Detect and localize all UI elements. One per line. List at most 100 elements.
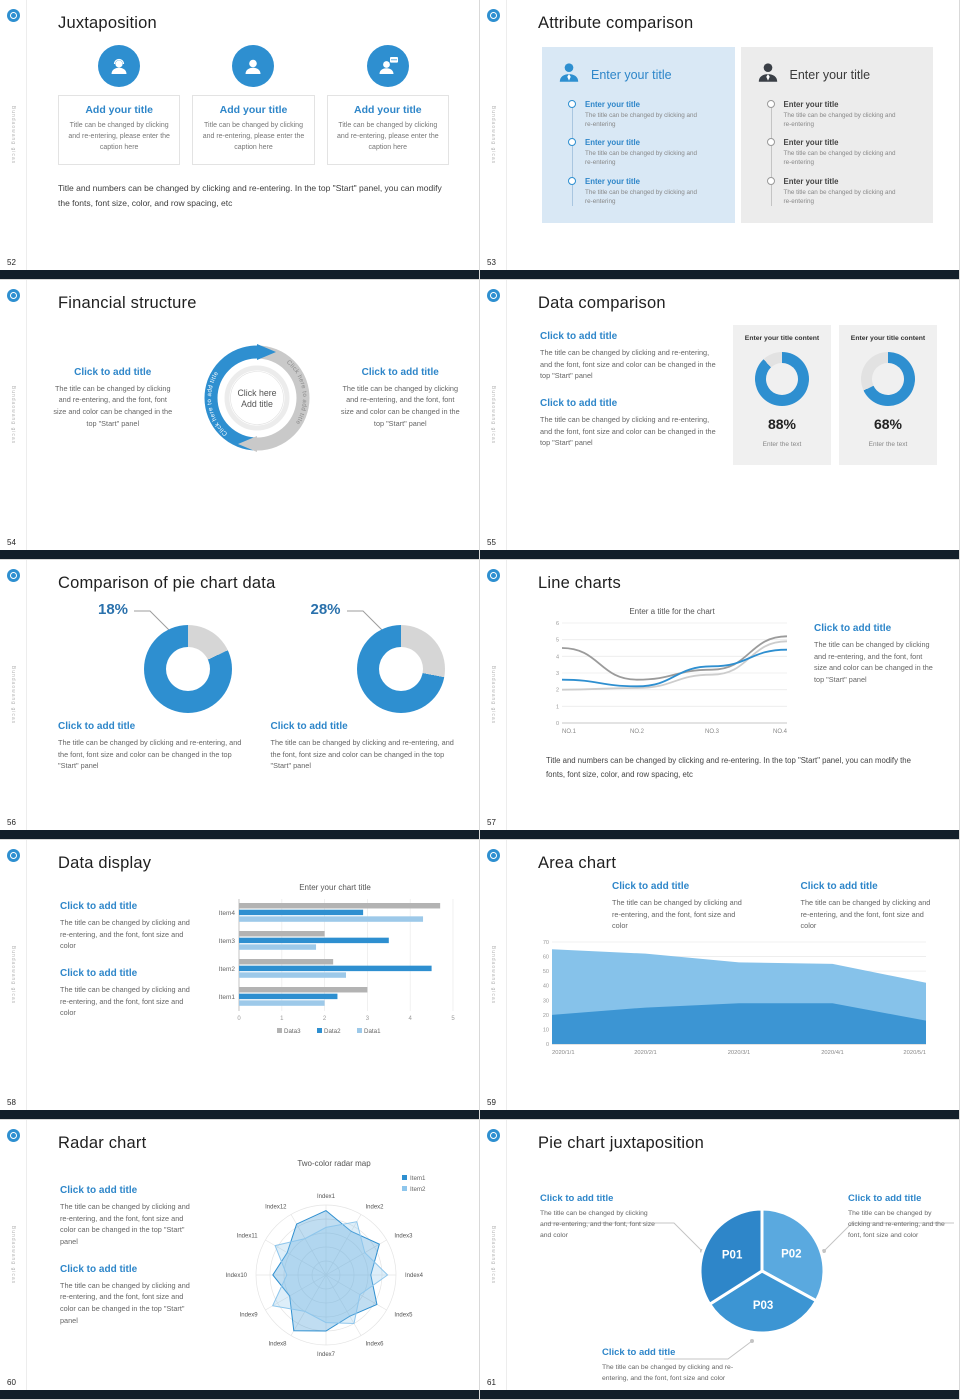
page-title: Radar chart — [58, 1134, 147, 1152]
timeline-item-desc: The title can be changed by clicking and… — [585, 112, 698, 129]
timeline-item-title: Enter your title — [783, 100, 839, 109]
sidebar-watermark: Bundaowang gicas — [10, 385, 16, 445]
page-title: Comparison of pie chart data — [58, 574, 276, 592]
section-body: The title can be changed by clicking and… — [60, 918, 190, 951]
svg-text:NO.3: NO.3 — [705, 729, 720, 735]
svg-text:50: 50 — [543, 969, 549, 975]
section-body: The title can be changed by clicking and… — [848, 1210, 945, 1239]
feature-card: Add your title Title can be changed by c… — [326, 45, 449, 165]
section-heading: Click to add title — [60, 1185, 138, 1196]
slide-sidebar: Bundaowang gicas 55 — [480, 280, 507, 550]
slide-number: 61 — [487, 1378, 496, 1387]
area-chart: 0 10 20 30 40 50 60 70 2020/1/1 2020/2/1 2020/3/1 2… — [543, 940, 926, 1056]
pie-block: 18% Click to add title The title can be … — [58, 599, 243, 772]
section-heading: Click to add title — [60, 901, 138, 912]
svg-text:Item2: Item2 — [410, 1186, 426, 1193]
donut-chart — [861, 352, 915, 406]
timeline-dot-icon — [568, 138, 576, 147]
slide-footer-bar — [480, 1390, 959, 1399]
brand-logo-icon — [486, 849, 500, 862]
slide-number: 59 — [487, 1098, 496, 1107]
section-heading: Click to add title — [58, 721, 136, 732]
timeline-item-title: Enter your title — [783, 176, 839, 186]
text-section: Click to add title The title can be chan… — [540, 398, 717, 449]
slide-footnote: Title and numbers can be changed by clic… — [58, 182, 442, 208]
slide-footer-bar — [480, 270, 959, 279]
card-box: Add your title Title can be changed by c… — [58, 95, 181, 165]
svg-text:6: 6 — [556, 621, 559, 627]
brand-logo-icon — [6, 289, 20, 302]
section-heading: Click to add title — [602, 1347, 676, 1358]
svg-text:Item4: Item4 — [219, 910, 236, 917]
svg-text:Index3: Index3 — [394, 1234, 413, 1240]
svg-text:NO.4: NO.4 — [773, 729, 788, 735]
section-body: The title can be changed by clicking and… — [540, 415, 716, 448]
section-body: The title can be changed by clicking and… — [53, 383, 173, 428]
slide-number: 54 — [7, 538, 16, 547]
slide-sidebar: Bundaowang gicas 52 — [0, 0, 27, 270]
donut-chart — [356, 625, 445, 713]
sidebar-watermark: Bundaowang gicas — [10, 1225, 16, 1285]
stat-card-header: Enter your title content — [744, 335, 820, 342]
section-heading: Click to add title — [814, 623, 892, 634]
slide-sidebar: Bundaowang gicas 56 — [0, 560, 27, 830]
timeline-dot-icon — [766, 138, 775, 147]
panel-left: Enter your title Enter your title The ti… — [542, 47, 735, 223]
chat-user-icon — [366, 45, 409, 87]
slide-58: Bundaowang gicas 58 Data display Click t… — [0, 840, 480, 1120]
donut-chart — [755, 352, 809, 406]
text-section: Click to add title The title can be chan… — [612, 881, 751, 932]
page-title: Financial structure — [58, 294, 197, 312]
slide-footer-bar — [480, 550, 959, 559]
card-title: Add your title — [219, 104, 288, 116]
slide-footer-bar — [0, 270, 479, 279]
stat-percent: 68% — [873, 416, 903, 432]
svg-text:Data1: Data1 — [364, 1028, 381, 1035]
svg-text:3: 3 — [366, 1016, 370, 1022]
svg-text:P03: P03 — [753, 1300, 773, 1312]
section-heading: Click to add title — [60, 1263, 138, 1275]
sidebar-watermark: Bundaowang gicas — [10, 665, 16, 725]
section-body: The title can be changed by clicking and… — [58, 738, 242, 771]
timeline-item-title: Enter your title — [585, 176, 641, 186]
timeline-item-desc: The title can be changed by clicking and… — [585, 150, 698, 167]
page-title: Attribute comparison — [538, 14, 694, 32]
text-section: Click to add title The title can be chan… — [848, 1193, 954, 1242]
brand-logo-icon — [6, 849, 20, 862]
section-heading: Click to add title — [800, 881, 878, 892]
slide-57: Bundaowang gicas 57 Line charts Enter a … — [480, 560, 960, 840]
svg-text:4: 4 — [556, 654, 559, 660]
svg-text:2020/5/1: 2020/5/1 — [903, 1050, 926, 1056]
stat-percent: 88% — [767, 416, 797, 432]
panel-right: Enter your title Enter your title The ti… — [740, 47, 933, 223]
svg-text:Item2: Item2 — [219, 966, 236, 973]
svg-text:2020/3/1: 2020/3/1 — [728, 1050, 751, 1056]
svg-text:Index11: Index11 — [237, 1234, 259, 1240]
card-box: Add your title Title can be changed by c… — [192, 95, 315, 165]
svg-text:5: 5 — [451, 1016, 455, 1022]
page-title: Data comparison — [538, 294, 666, 312]
sidebar-watermark: Bundaowang gicas — [490, 665, 496, 725]
svg-text:Data3: Data3 — [284, 1028, 301, 1035]
sidebar-watermark: Bundaowang gicas — [490, 1225, 496, 1285]
timeline-item-desc: The title can be changed by clicking and… — [783, 112, 896, 129]
timeline: Enter your title The title can be change… — [568, 100, 723, 206]
section-heading: Click to add title — [361, 366, 439, 378]
timeline-item: Enter your title The title can be change… — [568, 138, 723, 167]
svg-text:NO.2: NO.2 — [630, 729, 645, 735]
svg-text:3: 3 — [556, 671, 559, 677]
brand-logo-icon — [486, 9, 500, 22]
section-body: The title can be changed by clicking and… — [800, 898, 931, 931]
svg-text:40: 40 — [543, 984, 549, 990]
svg-text:4: 4 — [409, 1016, 413, 1022]
timeline-item-desc: The title can be changed by clicking and… — [585, 188, 698, 205]
card-caption: Title can be changed by clicking and re-… — [337, 122, 439, 151]
slide-sidebar: Bundaowang gicas 60 — [0, 1120, 27, 1390]
slide-56: Bundaowang gicas 56 Comparison of pie ch… — [0, 560, 480, 840]
radar-chart: Index1 Index2 Index3 Index4 Index5 Index6 Inde… — [226, 1175, 426, 1358]
brand-logo-icon — [6, 1129, 20, 1142]
percent-callout: 28% — [310, 601, 341, 618]
timeline-item: Enter your title The title can be change… — [568, 100, 723, 129]
sidebar-watermark: Bundaowang gicas — [10, 105, 16, 165]
feature-card: Add your title Title can be changed by c… — [58, 45, 181, 165]
